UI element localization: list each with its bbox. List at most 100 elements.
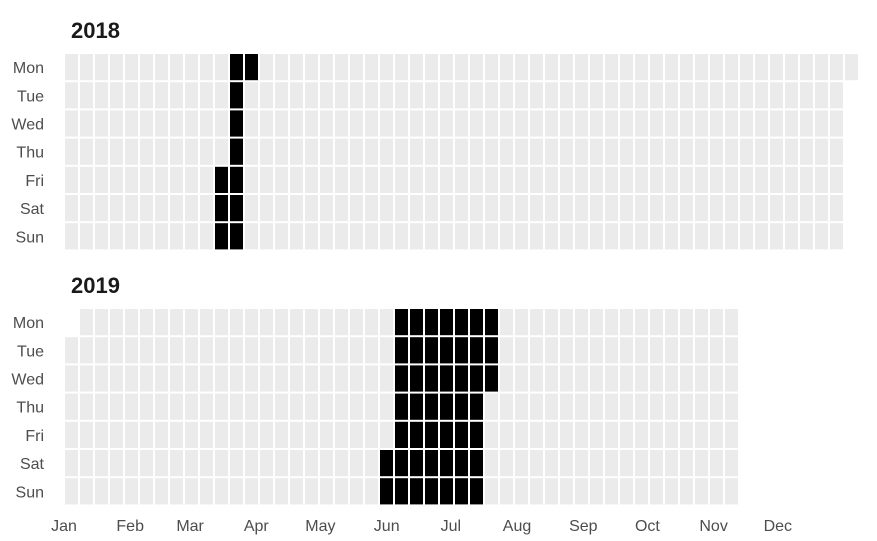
day-cell-2018-12-03 <box>785 54 798 81</box>
day-cell-2019-08-21 <box>560 365 573 392</box>
day-cell-2018-08-14 <box>545 82 558 109</box>
day-cell-2019-05-24 <box>365 421 378 448</box>
day-cell-2018-09-19 <box>620 110 633 137</box>
day-cell-2019-04-07 <box>260 478 273 505</box>
day-cell-2019-08-20 <box>560 337 573 364</box>
day-cell-2018-10-12 <box>665 166 678 193</box>
day-cell-2018-12-25 <box>830 82 843 109</box>
day-cell-2019-09-16 <box>620 309 633 336</box>
day-cell-2018-09-18 <box>620 82 633 109</box>
day-cell-2019-07-31 <box>515 365 528 392</box>
day-cell-2018-03-19 <box>230 54 243 81</box>
day-cell-2018-08-12 <box>530 223 543 250</box>
day-cell-2018-09-14 <box>605 166 618 193</box>
day-cell-2018-06-09 <box>395 195 408 222</box>
day-cell-2018-04-09 <box>275 54 288 81</box>
day-cell-2019-06-20 <box>425 393 438 420</box>
day-cell-2018-04-22 <box>290 223 303 250</box>
day-cell-2018-12-23 <box>815 223 828 250</box>
day-cell-2018-08-29 <box>575 110 588 137</box>
day-cell-2018-05-02 <box>320 110 333 137</box>
day-cell-2018-10-09 <box>665 82 678 109</box>
day-cell-2018-03-18 <box>215 223 228 250</box>
day-cell-2019-04-24 <box>305 365 318 392</box>
month-label-nov: Nov <box>699 518 727 535</box>
day-cell-2018-09-10 <box>605 54 618 81</box>
day-cell-2018-05-30 <box>380 110 393 137</box>
day-cell-2018-04-28 <box>305 195 318 222</box>
day-cell-2018-01-22 <box>110 54 123 81</box>
day-cell-2018-05-03 <box>320 138 333 165</box>
day-cell-2018-04-29 <box>305 223 318 250</box>
day-cell-2018-09-01 <box>575 195 588 222</box>
day-cell-2018-08-27 <box>575 54 588 81</box>
day-cell-2018-05-31 <box>380 138 393 165</box>
day-cell-2019-07-03 <box>455 365 468 392</box>
day-cell-2018-03-11 <box>200 223 213 250</box>
day-cell-2019-03-06 <box>200 365 213 392</box>
day-cell-2019-04-21 <box>290 478 303 505</box>
day-cell-2019-04-19 <box>290 421 303 448</box>
day-cell-2019-03-03 <box>185 478 198 505</box>
day-cell-2019-03-10 <box>200 478 213 505</box>
day-cell-2018-08-02 <box>515 138 528 165</box>
day-cell-2019-07-01 <box>455 309 468 336</box>
day-cell-2018-10-25 <box>695 138 708 165</box>
day-cell-2019-01-09 <box>80 365 93 392</box>
day-cell-2019-03-13 <box>215 365 228 392</box>
day-cell-2018-03-09 <box>200 166 213 193</box>
day-cell-2018-02-18 <box>155 223 168 250</box>
day-cell-2018-02-24 <box>170 195 183 222</box>
day-cell-2019-11-05 <box>725 337 738 364</box>
day-cell-2018-11-12 <box>740 54 753 81</box>
day-cell-2018-11-08 <box>725 138 738 165</box>
day-cell-2019-04-12 <box>275 421 288 448</box>
day-cell-2019-03-09 <box>200 450 213 477</box>
day-cell-2019-06-21 <box>425 421 438 448</box>
day-cell-2018-06-10 <box>395 223 408 250</box>
day-cell-2019-08-27 <box>575 337 588 364</box>
day-cell-2018-12-13 <box>800 138 813 165</box>
day-cell-2018-12-21 <box>815 166 828 193</box>
day-cell-2018-09-23 <box>620 223 633 250</box>
day-cell-2019-01-24 <box>110 393 123 420</box>
day-cell-2018-12-30 <box>830 223 843 250</box>
day-cell-2019-04-05 <box>260 421 273 448</box>
day-cell-2018-07-29 <box>500 223 513 250</box>
day-cell-2018-06-01 <box>380 166 393 193</box>
day-cell-2019-05-03 <box>320 421 333 448</box>
day-cell-2019-07-08 <box>470 309 483 336</box>
day-cell-2019-10-30 <box>710 365 723 392</box>
day-cell-2018-05-17 <box>350 138 363 165</box>
day-cell-2019-03-15 <box>215 421 228 448</box>
day-cell-2019-09-27 <box>635 421 648 448</box>
day-cell-2018-10-17 <box>680 110 693 137</box>
day-cell-2018-06-20 <box>425 110 438 137</box>
day-cell-2019-02-17 <box>155 478 168 505</box>
day-cell-2018-08-23 <box>560 138 573 165</box>
day-cell-2019-08-28 <box>575 365 588 392</box>
day-cell-2018-02-06 <box>140 82 153 109</box>
day-cell-2019-10-01 <box>650 337 663 364</box>
day-cell-2018-05-20 <box>350 223 363 250</box>
day-cell-2019-10-02 <box>650 365 663 392</box>
day-cell-2018-01-21 <box>95 223 108 250</box>
day-cell-2018-02-16 <box>155 166 168 193</box>
day-cell-2019-04-14 <box>275 478 288 505</box>
day-cell-2018-08-11 <box>530 195 543 222</box>
day-cell-2019-09-10 <box>605 337 618 364</box>
day-cell-2018-06-19 <box>425 82 438 109</box>
day-cell-2019-07-17 <box>485 365 498 392</box>
day-cell-2019-01-25 <box>110 421 123 448</box>
day-cell-2019-06-17 <box>425 309 438 336</box>
day-cell-2019-02-06 <box>140 365 153 392</box>
day-cell-2018-12-26 <box>830 110 843 137</box>
day-cell-2018-09-16 <box>605 223 618 250</box>
day-cell-2019-01-10 <box>80 393 93 420</box>
day-cell-2019-03-08 <box>200 421 213 448</box>
day-cell-2018-06-24 <box>425 223 438 250</box>
day-cell-2019-09-14 <box>605 450 618 477</box>
day-cell-2019-04-28 <box>305 478 318 505</box>
day-cell-2018-09-20 <box>620 138 633 165</box>
day-cell-2018-05-07 <box>335 54 348 81</box>
